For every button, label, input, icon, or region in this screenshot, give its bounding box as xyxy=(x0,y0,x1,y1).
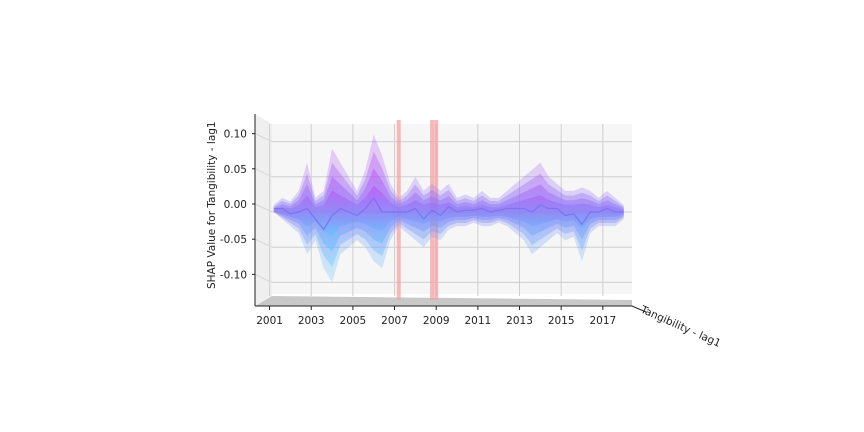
x-tick-label: 2003 xyxy=(298,315,325,327)
y-tick-label: -0.10 xyxy=(220,269,247,281)
y-tick-label: 0.00 xyxy=(224,199,247,211)
x-tick-label: 2009 xyxy=(423,315,450,327)
tick-labels: 2001 2003 2005 2007 2009 2011 2013 2015 2017 -0.1… xyxy=(220,129,616,327)
y-axis-label: SHAP Value for Tangibility - lag1 xyxy=(206,121,218,289)
x-tick-label: 2005 xyxy=(340,315,367,327)
x-tick-label: 2013 xyxy=(506,315,533,327)
x-tick-label: 2001 xyxy=(256,315,283,327)
y-depth-line xyxy=(254,238,273,248)
z-axis-label: Tangibility - lag1 xyxy=(638,303,723,349)
y-depth-line xyxy=(254,273,273,283)
x-tick-label: 2007 xyxy=(381,315,408,327)
floor-pane xyxy=(255,296,632,306)
y-depth-line xyxy=(254,168,273,178)
y-tick-label: 0.05 xyxy=(224,164,247,176)
side-pane xyxy=(255,114,272,306)
y-tick-label: -0.05 xyxy=(220,234,247,246)
x-tick-label: 2015 xyxy=(548,315,575,327)
shap-surface xyxy=(273,134,624,283)
x-tick-label: 2017 xyxy=(589,315,616,327)
y-tick-label: 0.10 xyxy=(224,129,247,141)
shap-envelope-layer xyxy=(273,185,624,236)
shap-median-line xyxy=(273,196,624,231)
y-depth-line xyxy=(254,203,273,213)
z-axis-line xyxy=(631,305,647,313)
y-depth-line xyxy=(254,133,273,143)
x-tick-label: 2011 xyxy=(465,315,492,327)
